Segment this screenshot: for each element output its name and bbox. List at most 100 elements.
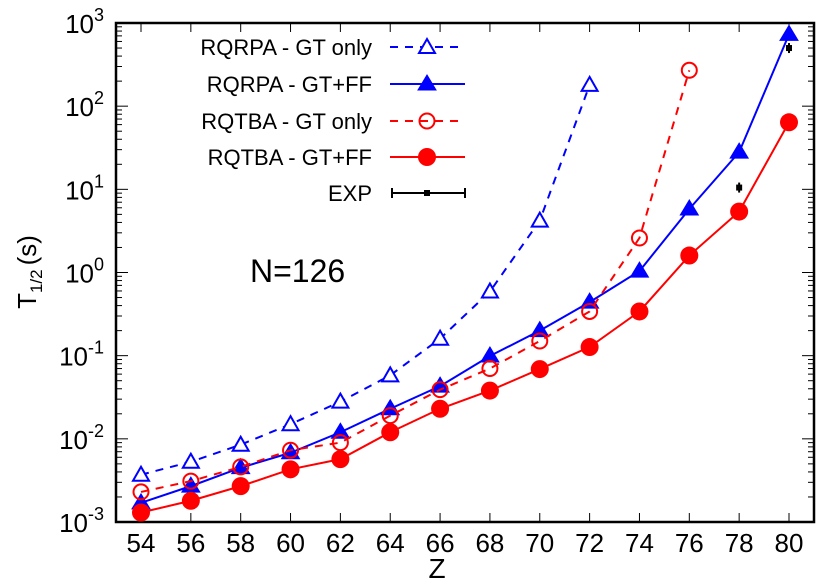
legend-marker (418, 148, 436, 166)
data-point (481, 360, 499, 378)
y-label-main: T (12, 293, 42, 309)
y-tick-base: 10 (59, 342, 88, 372)
y-tick-exp: -2 (88, 421, 104, 441)
x-tick-label: 68 (475, 528, 504, 558)
y-tick-label: 10-2 (59, 421, 104, 455)
data-point (282, 441, 300, 459)
data-point (280, 414, 301, 432)
x-tick-label: 66 (426, 528, 455, 558)
data-point (480, 346, 500, 363)
data-point (630, 302, 649, 321)
data-point (132, 483, 150, 501)
x-tick-label: 80 (775, 528, 804, 558)
data-point (530, 360, 549, 379)
series-line (140, 33, 790, 504)
data-point (531, 332, 549, 350)
x-tick-label: 54 (127, 528, 156, 558)
legend-sample (390, 36, 465, 54)
y-tick-exp: -1 (88, 338, 104, 358)
y-tick-label: 100 (65, 255, 104, 289)
x-tick-label: 74 (625, 528, 654, 558)
data-point (480, 281, 500, 299)
series-rqtba-gt-only (132, 61, 698, 501)
y-tick-exp: 0 (94, 255, 104, 275)
x-tick-label: 58 (226, 528, 255, 558)
data-point (736, 184, 743, 191)
y-label-unit: (s) (12, 235, 42, 265)
legend-sample (390, 112, 465, 130)
x-tick-label: 70 (525, 528, 554, 558)
data-point (785, 45, 792, 52)
data-point (580, 338, 599, 357)
series-line (140, 70, 691, 493)
y-tick-exp: -3 (88, 504, 104, 524)
data-point (131, 464, 151, 482)
series-rqrpa-gt-only (131, 74, 600, 482)
y-tick-label: 102 (65, 88, 104, 122)
y-axis-label: T1/2 (s) (12, 235, 46, 309)
legend-label: EXP (328, 181, 372, 206)
data-point (381, 407, 399, 425)
data-point (431, 381, 449, 399)
data-point (381, 423, 400, 442)
series-exp (736, 43, 792, 193)
legend-marker (417, 36, 437, 54)
data-point (779, 24, 799, 41)
series-line (140, 84, 591, 476)
data-point (679, 199, 700, 216)
data-point (181, 451, 201, 469)
plot-series (131, 24, 799, 522)
y-tick-base: 10 (65, 175, 94, 205)
series-rqrpa-gt-ff (131, 24, 799, 510)
x-tick-label: 56 (176, 528, 205, 558)
data-point (231, 477, 250, 496)
legend-label: RQRPA - GT+FF (207, 72, 372, 97)
y-tick-base: 10 (65, 9, 94, 39)
data-point (529, 320, 550, 338)
data-point (330, 391, 351, 409)
annotation-n126: N=126 (250, 253, 345, 289)
data-point (331, 450, 350, 469)
y-tick-label: 101 (65, 171, 104, 205)
plot-frame (114, 21, 816, 524)
legend: RQRPA - GT only RQRPA - GT+FF RQTBA - GT o… (200, 35, 466, 206)
data-point (230, 434, 251, 452)
data-point (779, 113, 798, 132)
svg-text:T1/2(s): T1/2 (s) (12, 235, 46, 309)
data-point (680, 246, 699, 265)
y-tick-base: 10 (59, 425, 88, 455)
plot-axes: 54 56 58 60 62 64 66 68 70 72 74 76 78 80103102101100… (59, 5, 816, 558)
x-tick-label: 76 (675, 528, 704, 558)
data-point (480, 381, 499, 400)
data-point (281, 460, 300, 479)
legend-marker (417, 74, 437, 91)
y-tick-exp: 1 (94, 171, 104, 191)
y-tick-label: 103 (65, 5, 104, 39)
data-point (579, 74, 600, 92)
y-tick-base: 10 (65, 259, 94, 289)
data-point (181, 491, 200, 510)
x-axis-label: Z (428, 553, 445, 581)
data-point (380, 365, 400, 383)
data-point (730, 202, 749, 221)
y-tick-label: 10-3 (59, 504, 104, 538)
series-rqtba-gt-ff (132, 113, 798, 522)
data-point (330, 422, 351, 439)
legend-sample (390, 74, 465, 91)
data-point (431, 399, 450, 418)
data-point (630, 229, 648, 247)
legend-label: RQTBA - GT+FF (208, 145, 372, 170)
data-point (729, 142, 750, 159)
legend-label: RQTBA - GT only (201, 109, 372, 134)
x-tick-label: 78 (725, 528, 754, 558)
data-point (430, 328, 450, 346)
data-point (581, 302, 599, 320)
data-point (132, 503, 150, 522)
data-point (530, 210, 550, 228)
data-point (182, 472, 200, 490)
legend-sample (391, 188, 466, 198)
data-point (680, 61, 698, 79)
series-line (140, 121, 790, 514)
y-tick-exp: 2 (94, 88, 104, 108)
